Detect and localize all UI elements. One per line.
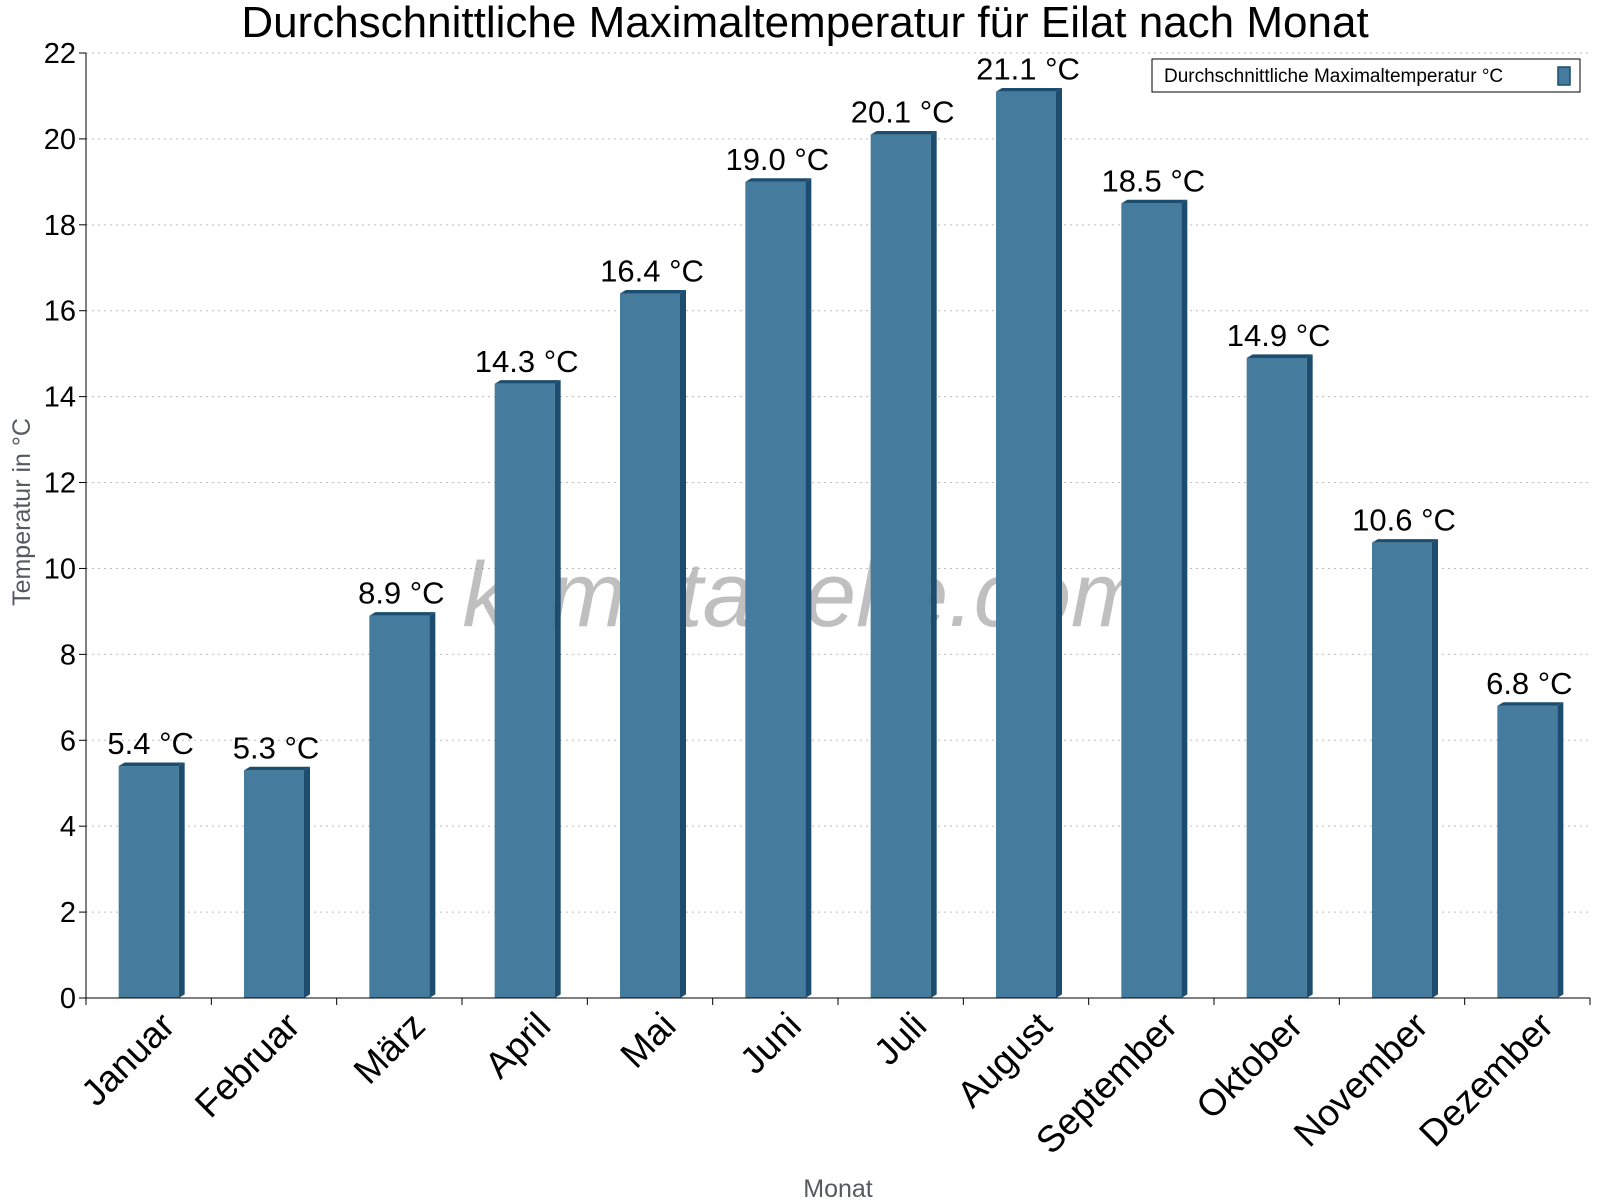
data-label: 19.0 °C — [725, 142, 829, 177]
bar — [1121, 203, 1182, 998]
bar-side — [680, 289, 686, 999]
bar — [620, 293, 680, 999]
bar-top — [244, 766, 310, 771]
bar-side — [1056, 88, 1062, 999]
bar — [1246, 357, 1307, 998]
bar — [1497, 705, 1558, 998]
bar — [1372, 542, 1432, 998]
bar-august — [996, 88, 1062, 999]
bar-februar — [244, 766, 310, 998]
bar-side — [805, 178, 812, 998]
bar-top — [369, 612, 436, 616]
data-label: 8.9 °C — [358, 576, 445, 611]
bar-dezember — [1497, 702, 1564, 998]
x-tick-label: November — [1286, 1005, 1436, 1155]
bar — [494, 383, 555, 998]
data-label: 16.4 °C — [600, 254, 704, 289]
bar-side — [1557, 702, 1564, 998]
data-label: 5.3 °C — [233, 730, 320, 765]
bar-juli — [870, 131, 937, 998]
x-tick-label: Februar — [187, 1005, 308, 1126]
legend-label: Durchschnittliche Maximaltemperatur °C — [1164, 66, 1503, 87]
y-tick-label: 4 — [60, 811, 76, 843]
data-label: 20.1 °C — [851, 95, 955, 130]
bar-top — [1372, 539, 1438, 543]
y-tick-label: 20 — [44, 124, 76, 156]
y-tick-label: 8 — [60, 639, 76, 671]
data-label: 14.3 °C — [475, 344, 579, 379]
data-label: 5.4 °C — [107, 726, 194, 761]
bar-april — [494, 380, 561, 998]
bar — [745, 181, 806, 998]
bar — [369, 615, 430, 998]
chart-title: Durchschnittliche Maximaltemperatur für … — [241, 0, 1368, 47]
y-tick-label: 14 — [44, 382, 76, 414]
bar-top — [494, 380, 561, 384]
bar-top — [118, 762, 185, 767]
legend: Durchschnittliche Maximaltemperatur °C — [1151, 58, 1581, 93]
y-tick-label: 12 — [44, 468, 76, 500]
bar — [870, 134, 931, 998]
data-label: 18.5 °C — [1101, 163, 1205, 198]
x-tick-label: Dezember — [1411, 1005, 1561, 1155]
bar-side — [930, 131, 937, 998]
y-tick-label: 16 — [44, 296, 76, 328]
x-tick-label: Mai — [613, 1005, 684, 1076]
bar — [996, 91, 1056, 999]
x-tick-label: Juli — [866, 1005, 934, 1073]
x-tick-label: Januar — [73, 1005, 182, 1114]
gridlines — [86, 52, 1590, 913]
y-tick-label: 22 — [44, 38, 76, 70]
x-tick-label: März — [346, 1005, 433, 1092]
bar-september — [1121, 199, 1188, 998]
bar-juni — [745, 178, 812, 998]
bar — [118, 766, 179, 998]
bar-top — [1497, 702, 1564, 706]
bar-side — [178, 762, 185, 998]
x-tick-label: Oktober — [1188, 1005, 1310, 1127]
bar-mai — [620, 289, 686, 999]
data-label: 6.8 °C — [1486, 666, 1573, 701]
data-label: 21.1 °C — [976, 52, 1080, 87]
y-axis-title: Temperatur in °C — [8, 418, 36, 606]
bar-top — [1246, 354, 1313, 358]
bar-side — [429, 612, 436, 998]
bar-november — [1372, 539, 1438, 998]
data-label: 14.9 °C — [1227, 318, 1331, 353]
y-tick-label: 18 — [44, 210, 76, 242]
y-tick-label: 6 — [60, 725, 76, 757]
bar-side — [1432, 539, 1438, 998]
bar-januar — [118, 762, 185, 998]
bar-side — [1306, 354, 1313, 998]
x-tick-label: August — [949, 1004, 1060, 1115]
bar-top — [996, 88, 1062, 92]
y-tick-label: 10 — [44, 553, 76, 585]
bar-märz — [369, 612, 436, 998]
bar-side — [554, 380, 561, 998]
data-label: 10.6 °C — [1352, 503, 1456, 538]
bar-top — [620, 289, 686, 294]
bars: 5.4 °C 5.3 °C 8.9 °C 14.3 °C 16.4 °C 19.0 °C 2… — [107, 52, 1573, 999]
bar-oktober — [1246, 354, 1313, 998]
legend-swatch — [1557, 66, 1571, 86]
bar-side — [1181, 199, 1188, 998]
legend-box — [1151, 58, 1581, 93]
x-tick-label: April — [477, 1005, 558, 1086]
y-tick-label: 0 — [60, 983, 76, 1015]
bar-top — [745, 178, 812, 182]
x-tick-label: Juni — [732, 1005, 809, 1082]
bar-top — [870, 131, 937, 135]
bar-top — [1121, 199, 1188, 204]
x-axis-title: Monat — [803, 1175, 873, 1200]
bar-side — [304, 766, 310, 998]
y-tick-label: 2 — [60, 897, 76, 929]
bar — [244, 770, 304, 998]
